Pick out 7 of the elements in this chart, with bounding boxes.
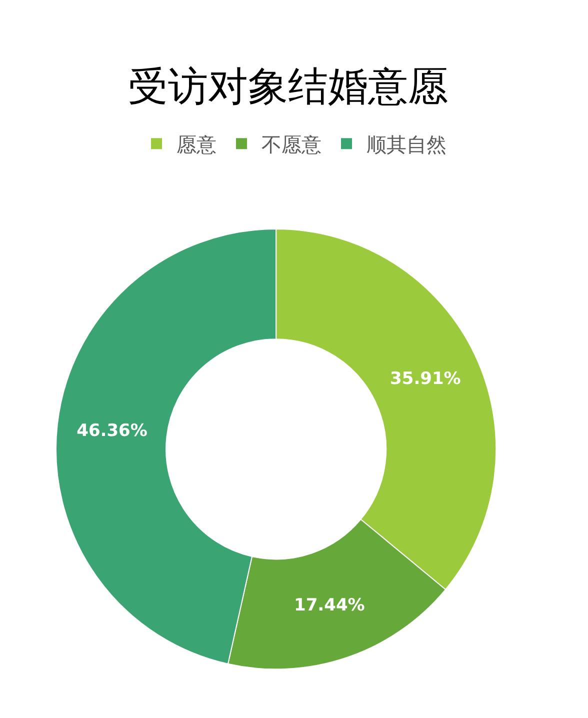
legend-label: 不愿意	[262, 132, 322, 156]
legend-label: 顺其自然	[366, 132, 446, 156]
data-label: 46.36%	[76, 420, 148, 441]
data-label: 35.91%	[390, 368, 461, 389]
data-label: 17.44%	[294, 595, 365, 616]
legend-label: 愿意	[176, 132, 216, 156]
chart-title: 受访对象结婚意愿	[128, 64, 448, 110]
